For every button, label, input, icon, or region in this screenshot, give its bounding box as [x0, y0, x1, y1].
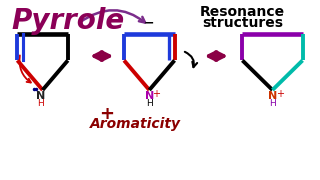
Text: −: − [144, 17, 155, 30]
Text: Pyrrole: Pyrrole [11, 7, 124, 35]
Text: +: + [99, 105, 114, 123]
Text: H: H [37, 99, 44, 108]
Text: N: N [36, 91, 45, 101]
Text: structures: structures [202, 16, 283, 30]
Text: H: H [269, 99, 276, 108]
Text: +: + [276, 89, 284, 99]
FancyArrowPatch shape [80, 10, 145, 22]
Text: H: H [146, 99, 153, 108]
Text: +: + [152, 89, 160, 99]
Text: N: N [145, 91, 154, 101]
Text: N: N [268, 91, 277, 101]
Text: Resonance: Resonance [200, 5, 285, 19]
FancyArrowPatch shape [185, 52, 197, 67]
Text: Aromaticity: Aromaticity [90, 117, 181, 131]
FancyArrowPatch shape [20, 55, 31, 82]
